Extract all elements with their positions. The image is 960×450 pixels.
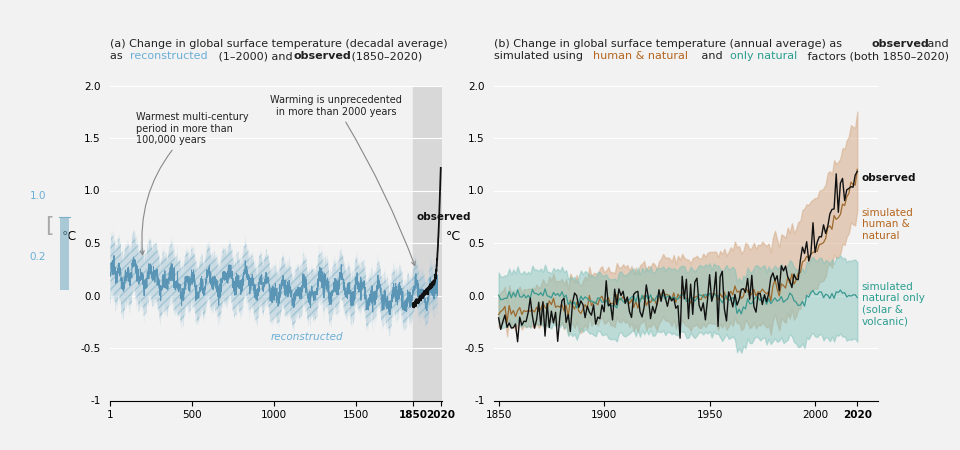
Bar	[60, 217, 69, 290]
Text: observed: observed	[417, 212, 470, 222]
Text: simulated using: simulated using	[494, 51, 587, 61]
Y-axis label: °C: °C	[445, 230, 461, 243]
Bar	[413, 86, 442, 400]
Text: [: [	[46, 216, 54, 236]
Text: reconstructed: reconstructed	[271, 332, 343, 342]
Text: only natural: only natural	[730, 51, 797, 61]
Text: 0.2: 0.2	[30, 252, 46, 262]
Text: Warmest multi-century
period in more than
100,000 years: Warmest multi-century period in more tha…	[135, 112, 249, 255]
Text: simulated
human &
natural: simulated human & natural	[861, 207, 913, 241]
Text: (1850–2020): (1850–2020)	[348, 51, 422, 61]
Text: Warming is unprecedented
in more than 2000 years: Warming is unprecedented in more than 20…	[270, 95, 416, 266]
Text: observed: observed	[294, 51, 351, 61]
Text: simulated
natural only
(solar &
volcanic): simulated natural only (solar & volcanic…	[861, 282, 924, 326]
Text: 1.0: 1.0	[30, 191, 46, 201]
Text: and: and	[924, 39, 949, 49]
Text: (a) Change in global surface temperature (decadal average): (a) Change in global surface temperature…	[110, 39, 448, 49]
Text: human & natural: human & natural	[593, 51, 688, 61]
Text: as: as	[110, 51, 127, 61]
Text: observed: observed	[861, 173, 916, 183]
Text: and: and	[698, 51, 726, 61]
Text: reconstructed: reconstructed	[130, 51, 207, 61]
Text: (1–2000) and: (1–2000) and	[215, 51, 297, 61]
Text: factors (both 1850–2020): factors (both 1850–2020)	[804, 51, 949, 61]
Text: (b) Change in global surface temperature (annual average) as: (b) Change in global surface temperature…	[494, 39, 846, 49]
Text: observed: observed	[872, 39, 929, 49]
Y-axis label: °C: °C	[61, 230, 77, 243]
